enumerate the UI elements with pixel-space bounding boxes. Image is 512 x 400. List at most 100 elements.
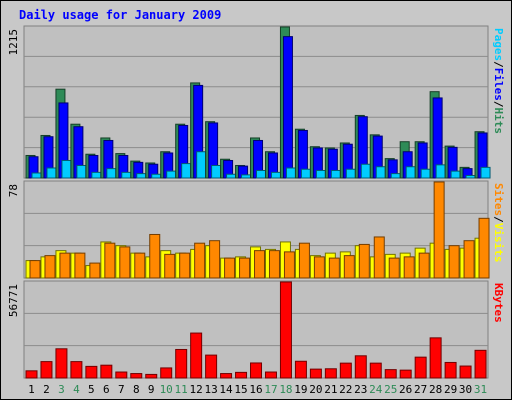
x-tick-label: 25	[384, 383, 397, 396]
x-tick-label: 18	[279, 383, 292, 396]
bar-sites	[134, 252, 146, 279]
bar-pages	[315, 169, 326, 179]
bar-pages	[285, 167, 296, 179]
bar-pages	[46, 167, 57, 179]
bar-sites	[388, 257, 400, 279]
max-label-bottom: 56771	[7, 284, 20, 317]
x-tick-label: 16	[249, 383, 262, 396]
x-tick-label: 7	[118, 383, 125, 396]
max-label-middle: 78	[7, 184, 20, 197]
bar-sites	[179, 252, 191, 279]
x-tick-label: 2	[43, 383, 50, 396]
bar-kbytes	[70, 361, 83, 379]
bar-sites	[104, 242, 116, 279]
max-label-top: 1215	[7, 29, 20, 56]
side-legend-bottom: KBytes	[492, 283, 505, 323]
bar-kbytes	[235, 371, 248, 379]
bar-sites	[254, 250, 266, 279]
bar-pages	[91, 171, 102, 179]
side-legend-middle: Sites/Visits	[492, 183, 505, 263]
bar-kbytes	[444, 361, 457, 379]
x-tick-label: 20	[309, 383, 322, 396]
bar-sites	[283, 251, 295, 279]
bar-kbytes	[205, 354, 218, 379]
bar-kbytes	[250, 362, 263, 379]
bar-pages	[450, 170, 461, 179]
side-legend-top: Pages/Files/Hits	[492, 28, 505, 134]
bar-kbytes	[294, 360, 307, 379]
bar-pages	[211, 164, 222, 179]
bar-pages	[196, 151, 207, 179]
bar-pages	[480, 166, 491, 179]
x-tick-label: 14	[219, 383, 233, 396]
chart-title: Daily usage for January 2009	[19, 8, 221, 22]
bar-sites	[433, 181, 445, 279]
x-tick-label: 24	[369, 383, 383, 396]
bar-pages	[226, 173, 237, 179]
bar-kbytes	[399, 369, 412, 379]
x-tick-label: 15	[234, 383, 247, 396]
bar-kbytes	[190, 332, 203, 379]
x-tick-label: 28	[429, 383, 442, 396]
bar-pages	[405, 166, 416, 179]
x-tick-label: 6	[103, 383, 110, 396]
side-legend-separator: /	[492, 61, 505, 68]
bar-sites	[418, 252, 430, 279]
bar-kbytes	[85, 365, 98, 379]
bar-pages	[181, 163, 192, 179]
bar-sites	[328, 257, 340, 279]
bar-pages	[360, 163, 371, 179]
x-tick-label: 4	[73, 383, 80, 396]
bar-pages	[136, 173, 147, 179]
bar-pages	[256, 169, 267, 179]
bar-sites	[343, 255, 355, 279]
bar-sites	[89, 262, 101, 279]
x-tick-label: 5	[88, 383, 95, 396]
bar-sites	[373, 236, 385, 279]
bar-kbytes	[100, 364, 113, 379]
bar-sites	[403, 256, 415, 279]
x-tick-label: 1	[28, 383, 35, 396]
bar-sites	[268, 250, 280, 279]
bar-pages	[270, 171, 281, 179]
bar-pages	[420, 168, 431, 179]
bar-kbytes	[175, 348, 188, 379]
x-tick-label: 8	[133, 383, 140, 396]
bar-kbytes	[145, 373, 158, 379]
bar-sites	[478, 217, 490, 279]
bar-pages	[345, 168, 356, 179]
bar-pages	[435, 164, 446, 179]
bar-sites	[119, 246, 131, 279]
x-tick-label: 10	[160, 383, 173, 396]
bar-pages	[241, 174, 252, 179]
bar-kbytes	[384, 369, 397, 379]
x-tick-label: 12	[190, 383, 203, 396]
bar-sites	[298, 242, 310, 279]
bar-pages	[390, 173, 401, 179]
bar-pages	[375, 166, 386, 179]
x-tick-label: 26	[399, 383, 412, 396]
x-tick-label: 13	[204, 383, 217, 396]
x-tick-label: 31	[474, 383, 487, 396]
bar-sites	[239, 257, 251, 279]
side-legend-separator: /	[492, 101, 505, 108]
side-legend-files: Files	[492, 68, 505, 101]
bar-kbytes	[429, 337, 442, 379]
bar-files	[282, 36, 293, 179]
bar-sites	[224, 257, 236, 279]
x-tick-label: 17	[264, 383, 277, 396]
bar-kbytes	[55, 348, 68, 379]
x-tick-label: 29	[444, 383, 457, 396]
x-tick-label: 23	[354, 383, 367, 396]
x-tick-label: 27	[414, 383, 427, 396]
bar-pages	[106, 168, 117, 179]
bar-pages	[151, 173, 162, 179]
side-legend-kbytes: KBytes	[492, 283, 505, 323]
bar-sites	[448, 245, 460, 279]
bar-kbytes	[279, 281, 292, 379]
bar-kbytes	[474, 349, 487, 379]
bar-pages	[166, 170, 177, 179]
side-legend-hits: Hits	[492, 108, 505, 135]
